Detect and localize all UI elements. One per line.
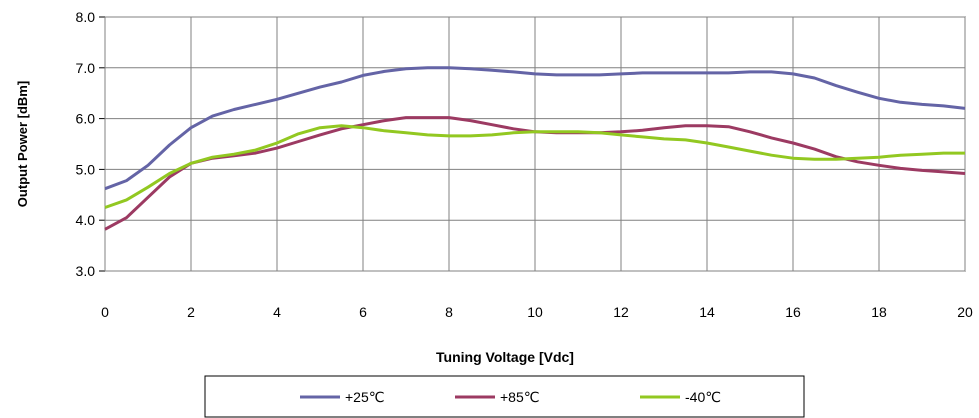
- legend-label-2: +85℃: [500, 389, 539, 405]
- legend: +25℃ +85℃ -40℃: [300, 389, 721, 405]
- y-tick-label: 3.0: [76, 263, 96, 279]
- x-tick-label: 14: [699, 304, 715, 320]
- y-tick-label: 5.0: [76, 161, 96, 177]
- series-line-1: [104, 66, 966, 191]
- y-tick-label: 7.0: [76, 60, 96, 76]
- x-tick-label: 2: [187, 304, 195, 320]
- x-tick-label: 12: [613, 304, 629, 320]
- x-tick-label: 20: [957, 304, 973, 320]
- x-tick-label: 16: [785, 304, 801, 320]
- y-tick-label: 6.0: [76, 111, 96, 127]
- x-tick-label: 10: [527, 304, 543, 320]
- y-tick-label: 4.0: [76, 212, 96, 228]
- x-tick-label: 6: [359, 304, 367, 320]
- x-tick-label: 4: [273, 304, 281, 320]
- y-axis-label: Output Power [dBm]: [15, 81, 30, 207]
- x-axis-label: Tuning Voltage [Vdc]: [436, 349, 574, 365]
- x-tick-label: 18: [871, 304, 887, 320]
- legend-label-1: +25℃: [345, 389, 384, 405]
- legend-label-3: -40℃: [685, 389, 721, 405]
- y-tick-label: 8.0: [76, 9, 96, 25]
- x-tick-label: 8: [445, 304, 453, 320]
- x-tick-label: 0: [101, 304, 109, 320]
- y-axis-ticks: 3.0 4.0 5.0 6.0 7.0 8.0: [76, 9, 96, 279]
- series-line-3: [104, 124, 965, 209]
- gridlines: [99, 16, 966, 272]
- x-axis-ticks: 0 2 4 6 8 10 12 14 16 18 20: [101, 304, 973, 320]
- series-lines: [104, 66, 966, 231]
